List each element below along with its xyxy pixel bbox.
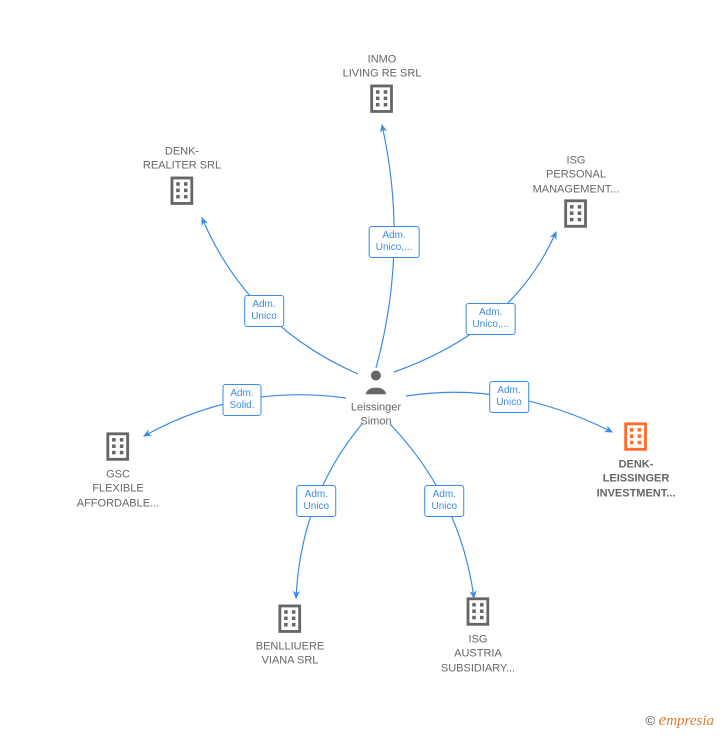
company-node-label: GSC FLEXIBLE AFFORDABLE... [77, 468, 160, 511]
center-person-node: Leissinger Simon [351, 367, 401, 430]
edge-label: Adm. Unico [425, 485, 465, 517]
company-node-label: DENK- REALITER SRL [143, 145, 221, 174]
building-icon [165, 173, 199, 207]
edge-label: Adm. Unico [297, 485, 337, 517]
edge-label: Adm. Unico [489, 381, 529, 413]
company-node-label: ISG AUSTRIA SUBSIDIARY... [441, 633, 515, 676]
building-icon [365, 81, 399, 115]
building-icon [101, 430, 135, 464]
company-node-label: DENK- LEISSINGER INVESTMENT... [597, 458, 676, 501]
company-node-label: BENLLIUERE VIANA SRL [256, 640, 324, 669]
company-node: INMO LIVING RE SRL [343, 49, 422, 116]
brand-name: empresia [659, 713, 714, 729]
building-icon [619, 420, 653, 454]
edge-label: Adm. Unico,... [465, 303, 516, 335]
building-icon [273, 602, 307, 636]
company-node: ISG AUSTRIA SUBSIDIARY... [441, 595, 515, 676]
network-diagram: Leissinger Simon INMO LIVING RE SRL ISG P… [0, 0, 728, 740]
edge-label: Adm. Unico [244, 295, 284, 327]
edge-label: Adm. Unico,... [369, 226, 420, 258]
building-icon [461, 595, 495, 629]
copyright-notice: © empresia [645, 710, 714, 730]
building-icon [559, 196, 593, 230]
company-node: DENK- LEISSINGER INVESTMENT... [597, 420, 676, 501]
center-node-label: Leissinger Simon [351, 401, 401, 430]
edge-label: Adm. Solid. [222, 384, 261, 416]
company-node: BENLLIUERE VIANA SRL [256, 602, 324, 669]
company-node: DENK- REALITER SRL [143, 141, 221, 208]
copyright-symbol: © [645, 713, 655, 728]
company-node-label: ISG PERSONAL MANAGEMENT... [533, 154, 620, 197]
company-node-label: INMO LIVING RE SRL [343, 53, 422, 82]
person-icon [361, 367, 391, 397]
company-node: ISG PERSONAL MANAGEMENT... [533, 150, 620, 231]
company-node: GSC FLEXIBLE AFFORDABLE... [77, 430, 160, 511]
